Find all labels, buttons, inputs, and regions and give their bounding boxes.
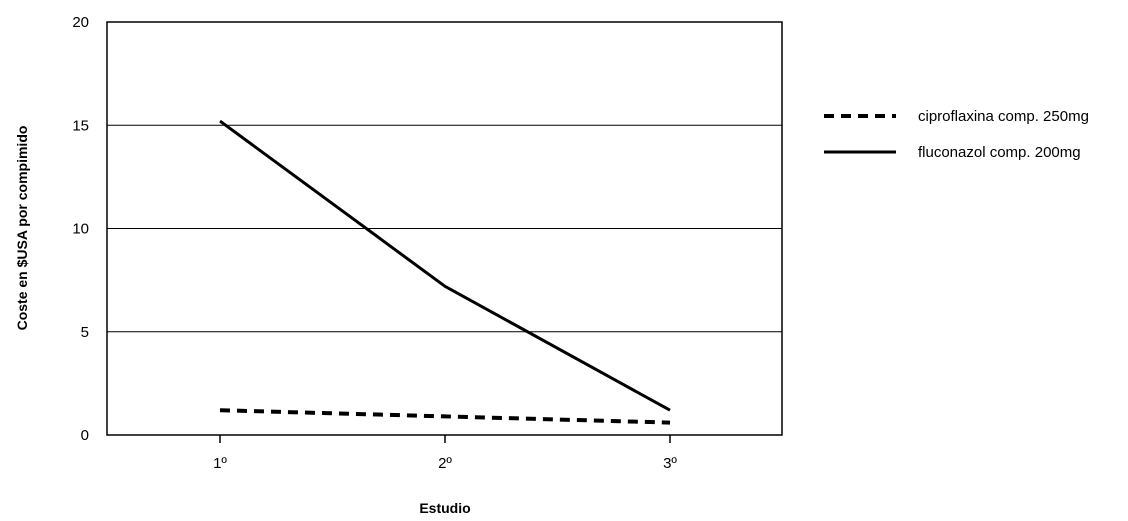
y-axis-title: Coste en $USA por compimido <box>14 126 30 331</box>
x-tick-label: 1º <box>213 455 227 472</box>
legend: ciproflaxina comp. 250mg fluconazol comp… <box>824 108 1089 161</box>
legend-label-fluconazol: fluconazol comp. 200mg <box>918 144 1081 161</box>
x-axis-ticks: 1º 2º 3º <box>213 435 677 472</box>
x-axis-title: Estudio <box>419 500 470 516</box>
legend-label-ciproflaxina: ciproflaxina comp. 250mg <box>918 108 1089 125</box>
y-tick-label: 0 <box>81 427 89 444</box>
x-tick-label: 3º <box>663 455 677 472</box>
y-tick-label: 20 <box>72 14 89 31</box>
y-tick-label: 5 <box>81 324 89 341</box>
x-tick-label: 2º <box>438 455 452 472</box>
series-line-fluconazol <box>219 119 671 412</box>
y-tick-label: 15 <box>72 117 89 134</box>
y-axis-tick-labels: 0 5 10 15 20 <box>72 14 89 444</box>
y-tick-label: 10 <box>72 221 89 238</box>
gridlines <box>107 124 782 333</box>
series-lines <box>219 119 671 425</box>
series-line-ciproflaxina <box>219 408 671 425</box>
